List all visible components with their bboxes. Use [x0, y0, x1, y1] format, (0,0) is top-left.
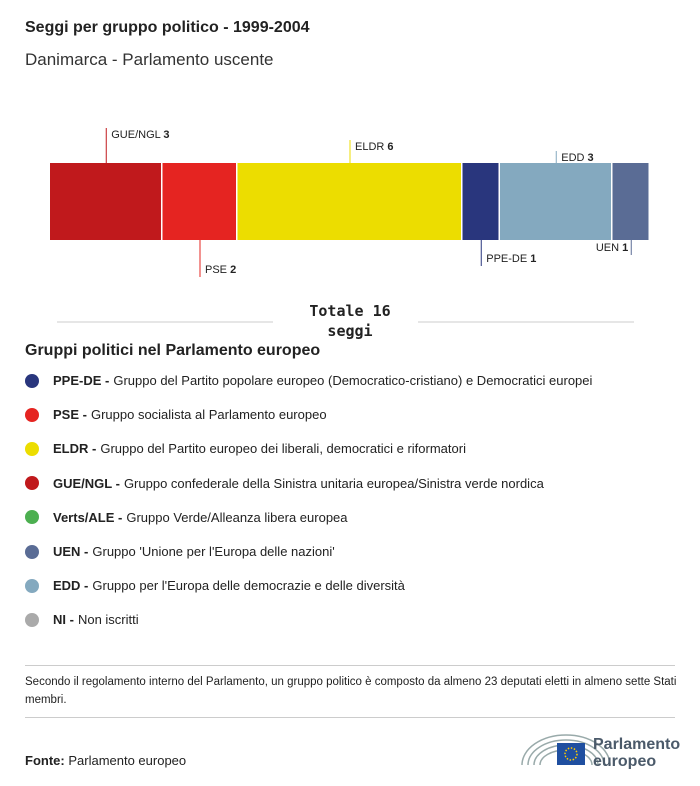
data-label: PPE-DE 1	[486, 253, 536, 265]
total-label: Totale 16	[309, 302, 390, 320]
legend-swatch	[25, 373, 39, 388]
legend-item: PSE - Gruppo socialista al Parlamento eur…	[25, 407, 327, 422]
footnote: Secondo il regolamento interno del Parla…	[25, 676, 677, 706]
bar-segment-uen	[612, 163, 649, 240]
legend-swatch	[25, 476, 39, 491]
stacked-bar-chart: GUE/NGL 3 PSE 2 ELDR 6 PPE-DE 1 EDD 3 UEN 1 To…	[50, 128, 649, 340]
divider	[25, 717, 675, 718]
data-label: GUE/NGL 3	[111, 129, 169, 141]
legend-item: GUE/NGL - Gruppo confederale della Sinist…	[25, 476, 544, 491]
svg-text:Parlamento: Parlamento	[593, 736, 680, 753]
legend-swatch	[25, 612, 39, 627]
bar-segment-ppe-de	[462, 163, 499, 240]
legend-item: Verts/ALE - Gruppo Verde/Alleanza libera …	[25, 510, 348, 525]
legend-swatch	[25, 510, 39, 525]
data-label: UEN 1	[596, 242, 628, 254]
chart-subtitle: Danimarca - Parlamento uscente	[25, 50, 274, 69]
bar-segment-edd	[500, 163, 611, 240]
bar-segment-pse	[162, 163, 236, 240]
legend-title: Gruppi politici nel Parlamento europeo	[25, 342, 321, 359]
svg-text:europeo: europeo	[593, 753, 656, 769]
chart-title: Seggi per gruppo politico - 1999-2004	[25, 19, 310, 36]
data-label: EDD 3	[561, 152, 593, 164]
legend-swatch	[25, 441, 39, 456]
divider	[25, 665, 675, 666]
legend-swatch	[25, 578, 39, 593]
data-label: PSE 2	[205, 264, 236, 276]
legend-swatch	[25, 544, 39, 559]
data-label: ELDR 6	[355, 141, 394, 153]
legend-item: NI - Non iscritti	[25, 612, 139, 627]
total-label: seggi	[327, 322, 372, 340]
legend-item: PPE-DE - Gruppo del Partito popolare euro…	[25, 373, 592, 388]
legend-item: UEN - Gruppo 'Unione per l'Europa delle n…	[25, 544, 335, 559]
bar-segment-gue-ngl	[50, 163, 161, 240]
legend-item: EDD - Gruppo per l'Europa delle democrazi…	[25, 578, 405, 593]
bar-segment-eldr	[237, 163, 461, 240]
legend-item: ELDR - Gruppo del Partito europeo dei lib…	[25, 441, 466, 456]
source: Fonte: Parlamento europeo	[25, 753, 187, 768]
legend-swatch	[25, 407, 39, 422]
parliament-logo: Parlamento europeo	[520, 729, 680, 774]
